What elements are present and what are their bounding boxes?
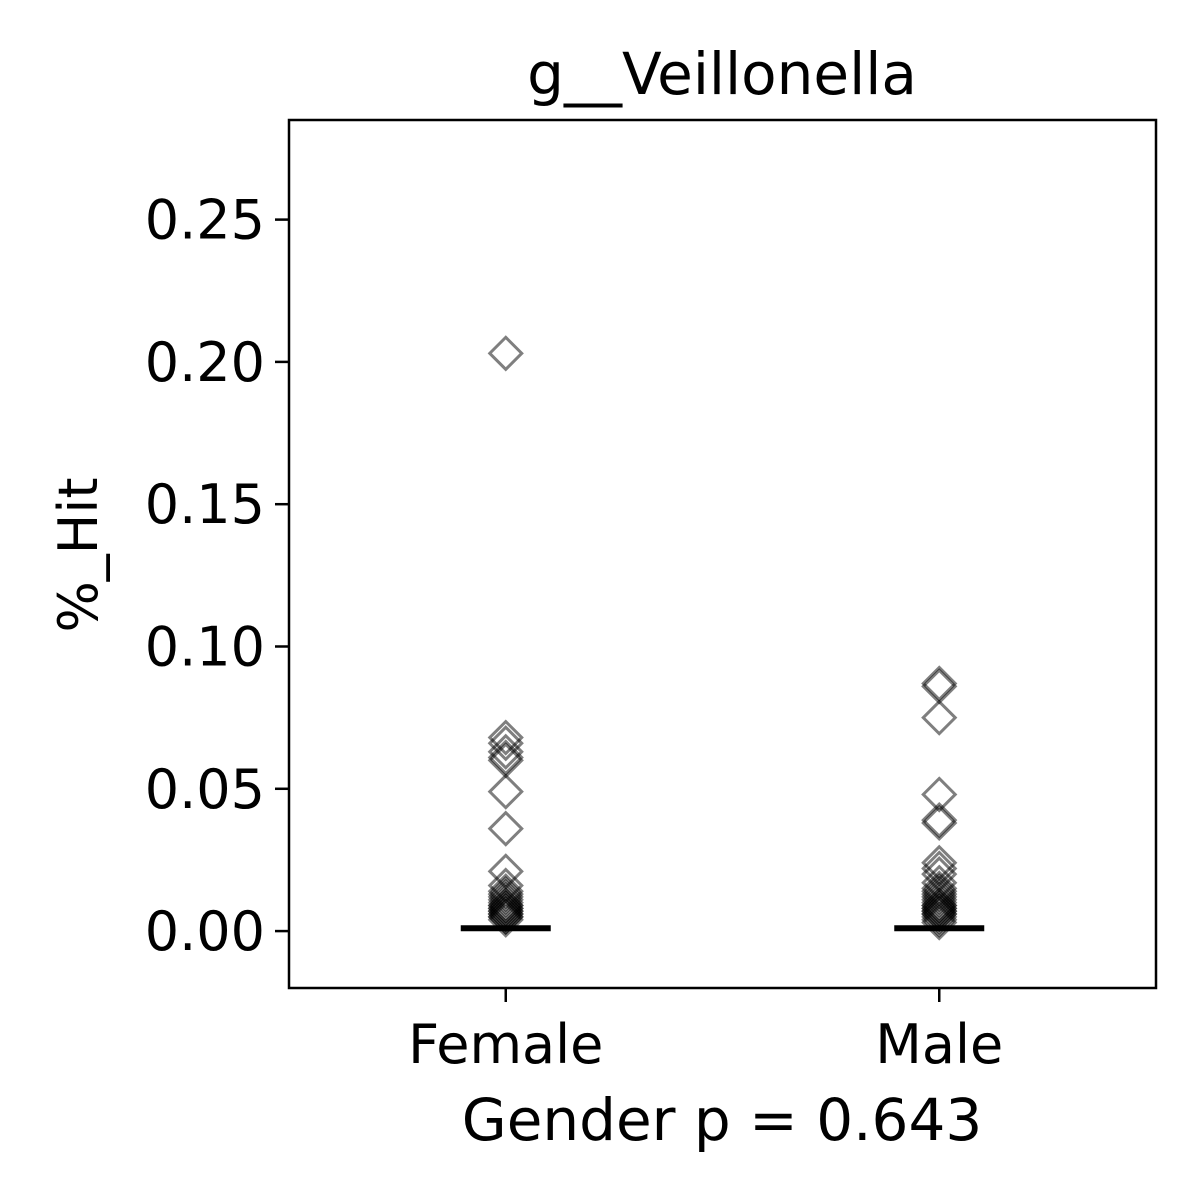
data-point [487, 733, 524, 770]
data-point [487, 875, 524, 913]
y-tick-label: 0.10 [145, 615, 265, 678]
data-point [487, 878, 524, 916]
data-point [921, 804, 958, 842]
data-point [487, 884, 524, 921]
data-point [921, 881, 958, 918]
y-tick-label: 0.05 [145, 758, 265, 821]
data-point [921, 699, 958, 736]
x-axis: Female Male [408, 988, 1003, 1076]
data-point [921, 884, 958, 921]
data-point [487, 810, 524, 847]
data-point [921, 801, 958, 839]
data-point [921, 890, 958, 927]
y-axis: 0.00 0.05 0.10 0.15 0.20 0.25 [145, 189, 289, 963]
data-point [487, 725, 524, 762]
data-point [487, 873, 524, 910]
data-point [487, 898, 524, 935]
chart-title: g__Veillonella [527, 40, 917, 108]
data-point [921, 904, 958, 941]
data-points [487, 335, 958, 941]
data-point [921, 898, 958, 935]
x-axis-label: Gender p = 0.643 [462, 1086, 983, 1154]
x-tick-label: Male [875, 1013, 1003, 1076]
data-point [487, 773, 524, 810]
data-point [921, 901, 958, 938]
x-tick-label: Female [408, 1013, 603, 1076]
y-axis-label: %_Hit [47, 477, 110, 632]
data-point [487, 901, 524, 938]
y-tick-label: 0.25 [145, 189, 265, 252]
data-point [487, 887, 524, 924]
data-point [921, 878, 958, 916]
y-tick-label: 0.15 [145, 473, 265, 536]
data-point [487, 719, 524, 756]
data-point [921, 887, 958, 924]
data-point [487, 881, 524, 918]
data-point [487, 335, 524, 372]
data-point [921, 875, 958, 913]
plot-area [287, 118, 1158, 990]
data-point [487, 739, 524, 776]
y-tick-label: 0.00 [145, 900, 265, 963]
y-tick-label: 0.20 [145, 331, 265, 394]
data-point [921, 776, 958, 813]
data-point [921, 665, 958, 702]
data-point [487, 890, 524, 927]
